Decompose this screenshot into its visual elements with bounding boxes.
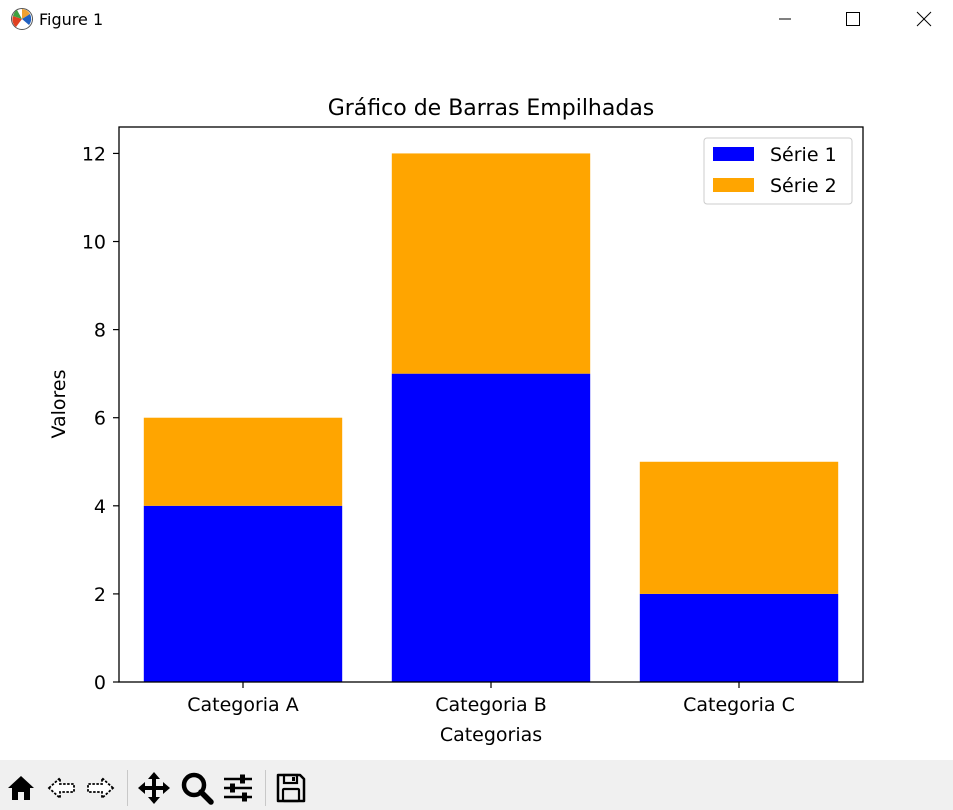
figure-canvas: 0 2 4 6 8 10 12 Categoria A Categoria B Categori… [0, 38, 953, 760]
legend-swatch-series-2 [713, 178, 754, 192]
y-tick-label: 0 [94, 672, 106, 694]
save-button[interactable] [273, 770, 309, 806]
maximize-button[interactable] [830, 0, 876, 38]
back-icon [47, 775, 75, 801]
y-tick-label: 4 [94, 496, 106, 518]
bar-series-1-1 [143, 505, 343, 682]
toolbar-separator [127, 770, 128, 806]
home-icon [8, 776, 34, 800]
minimize-button[interactable] [762, 0, 808, 38]
bar-series-2-3 [639, 461, 839, 594]
pan-icon [138, 772, 170, 804]
zoom-button[interactable] [179, 770, 215, 806]
window-titlebar: Figure 1 [0, 0, 953, 38]
pan-button[interactable] [136, 770, 172, 806]
matplotlib-icon [11, 8, 33, 30]
legend-label-series-2: Série 2 [770, 175, 837, 197]
navigation-toolbar [0, 760, 953, 810]
forward-button[interactable] [82, 770, 118, 806]
back-button[interactable] [44, 770, 80, 806]
configure-subplots-icon [224, 774, 252, 802]
bar-series-1-3 [639, 593, 839, 682]
x-tick-label: Categoria A [187, 694, 299, 716]
legend-swatch-series-1 [713, 147, 754, 161]
x-tick-label: Categoria C [683, 694, 795, 716]
y-tick-label: 10 [82, 232, 106, 254]
axes-frame [118, 126, 864, 683]
toolbar-separator [265, 770, 266, 806]
legend-label-series-1: Série 1 [770, 144, 837, 166]
bars-group [143, 153, 839, 682]
chart-title: Gráfico de Barras Empilhadas [328, 96, 655, 121]
y-ticks-group: 0 2 4 6 8 10 12 [82, 143, 119, 694]
window-title: Figure 1 [39, 10, 104, 29]
configure-subplots-button[interactable] [220, 770, 256, 806]
bar-series-2-1 [143, 417, 343, 506]
home-button[interactable] [3, 770, 39, 806]
bar-series-2-2 [391, 153, 591, 374]
y-axis-label: Valores [48, 369, 70, 438]
y-tick-label: 12 [82, 143, 106, 165]
bar-series-1-2 [391, 373, 591, 682]
save-icon [276, 773, 306, 803]
y-tick-label: 6 [94, 408, 106, 430]
minimize-icon [779, 18, 791, 20]
x-axis-label: Categorias [440, 724, 542, 746]
y-tick-label: 2 [94, 584, 106, 606]
forward-icon [87, 775, 115, 801]
zoom-icon [181, 772, 214, 805]
x-ticks-group: Categoria A Categoria B Categoria C [187, 682, 795, 716]
legend: Série 1 Série 2 [703, 137, 853, 205]
close-icon [916, 11, 932, 27]
close-button[interactable] [901, 0, 947, 38]
y-tick-label: 8 [94, 320, 106, 342]
maximize-icon [846, 12, 860, 26]
x-tick-label: Categoria B [435, 694, 547, 716]
